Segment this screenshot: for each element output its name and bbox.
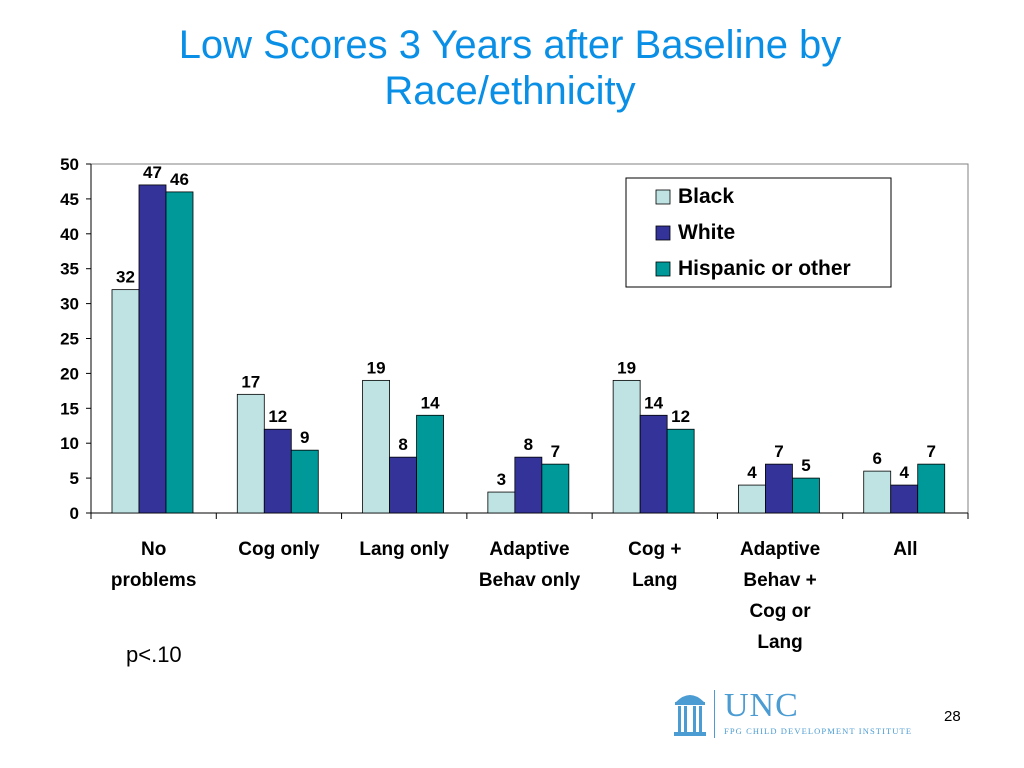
data-label: 17 xyxy=(241,372,260,391)
data-label: 19 xyxy=(367,358,386,377)
y-tick-label: 35 xyxy=(60,260,79,279)
x-category-label: problems xyxy=(111,570,197,591)
data-label: 8 xyxy=(398,435,407,454)
bar-black xyxy=(612,379,641,514)
legend-label: Hispanic or other xyxy=(678,257,851,280)
bar-white xyxy=(765,463,793,514)
significance-note: p<.10 xyxy=(126,642,182,667)
bar-black xyxy=(236,393,265,514)
y-tick-label: 10 xyxy=(60,434,79,453)
x-category-label: Cog only xyxy=(238,539,320,560)
legend-label: Black xyxy=(678,185,734,208)
bar-black xyxy=(863,470,892,514)
data-label: 8 xyxy=(524,435,533,454)
data-label: 7 xyxy=(926,442,935,461)
data-label: 7 xyxy=(551,442,560,461)
data-label: 14 xyxy=(644,393,663,412)
bar-hispanic-or-other xyxy=(290,449,319,514)
x-category-label: Lang xyxy=(632,570,677,591)
unc-fpg-logo: UNC FPG CHILD DEVELOPMENT INSTITUTE xyxy=(672,688,942,740)
bar-black xyxy=(487,491,516,514)
data-label: 32 xyxy=(116,268,135,287)
x-category-label: Lang only xyxy=(359,539,449,560)
data-label: 46 xyxy=(170,170,189,189)
y-tick-label: 30 xyxy=(60,295,79,314)
logo-text-unc: UNC xyxy=(724,687,799,724)
y-tick-label: 20 xyxy=(60,364,79,383)
old-well-icon xyxy=(674,695,706,736)
data-label: 14 xyxy=(421,393,440,412)
bar-hispanic-or-other xyxy=(165,191,194,514)
x-category-label: Adaptive xyxy=(740,539,820,560)
bar-black xyxy=(111,289,140,514)
bar-white xyxy=(389,456,417,514)
data-label: 4 xyxy=(899,463,909,482)
x-category-label: Behav + xyxy=(743,570,816,591)
data-label: 12 xyxy=(671,407,690,426)
data-label: 3 xyxy=(497,470,506,489)
legend-swatch xyxy=(655,189,671,205)
bar-hispanic-or-other xyxy=(792,477,820,514)
legend-swatch xyxy=(655,225,671,241)
bar-white xyxy=(639,414,668,514)
slide-title: Low Scores 3 Years after Baseline by Rac… xyxy=(40,22,980,114)
logo-text-institute: FPG CHILD DEVELOPMENT INSTITUTE xyxy=(724,726,913,736)
x-category-label: Adaptive xyxy=(489,539,569,560)
bar-white xyxy=(263,428,292,514)
data-label: 4 xyxy=(747,463,757,482)
x-category-label: Cog or xyxy=(749,601,811,622)
x-category-label: No xyxy=(141,539,166,560)
bar-hispanic-or-other xyxy=(416,414,444,514)
y-tick-label: 15 xyxy=(60,399,79,418)
page-number: 28 xyxy=(944,708,961,725)
bar-hispanic-or-other xyxy=(666,428,695,514)
bar-black xyxy=(362,379,390,514)
y-tick-label: 0 xyxy=(70,504,79,523)
bar-white xyxy=(514,456,543,514)
data-label: 6 xyxy=(872,449,881,468)
legend-label: White xyxy=(678,221,735,244)
logo-divider xyxy=(714,690,715,738)
bar-hispanic-or-other xyxy=(917,463,946,514)
x-category-label: All xyxy=(893,539,917,560)
slide-title-line-2: Race/ethnicity xyxy=(384,69,636,113)
data-label: 5 xyxy=(801,456,810,475)
data-label: 7 xyxy=(774,442,783,461)
x-category-label: Cog + xyxy=(628,539,681,560)
legend-swatch xyxy=(655,261,671,277)
bar-white xyxy=(890,484,919,514)
data-label: 19 xyxy=(617,358,636,377)
bar-hispanic-or-other xyxy=(541,463,570,514)
x-category-label: Behav only xyxy=(479,570,581,591)
y-tick-label: 50 xyxy=(60,155,79,174)
slide-title-line-1: Low Scores 3 Years after Baseline by xyxy=(178,23,842,67)
bar-white xyxy=(138,184,167,514)
data-label: 9 xyxy=(300,428,309,447)
data-label: 47 xyxy=(143,163,162,182)
x-category-label: Lang xyxy=(757,632,802,653)
y-tick-label: 25 xyxy=(60,330,79,349)
data-label: 12 xyxy=(268,407,287,426)
bar-black xyxy=(738,484,766,514)
y-tick-label: 5 xyxy=(70,469,79,488)
y-tick-label: 45 xyxy=(60,190,79,209)
y-tick-label: 40 xyxy=(60,225,79,244)
